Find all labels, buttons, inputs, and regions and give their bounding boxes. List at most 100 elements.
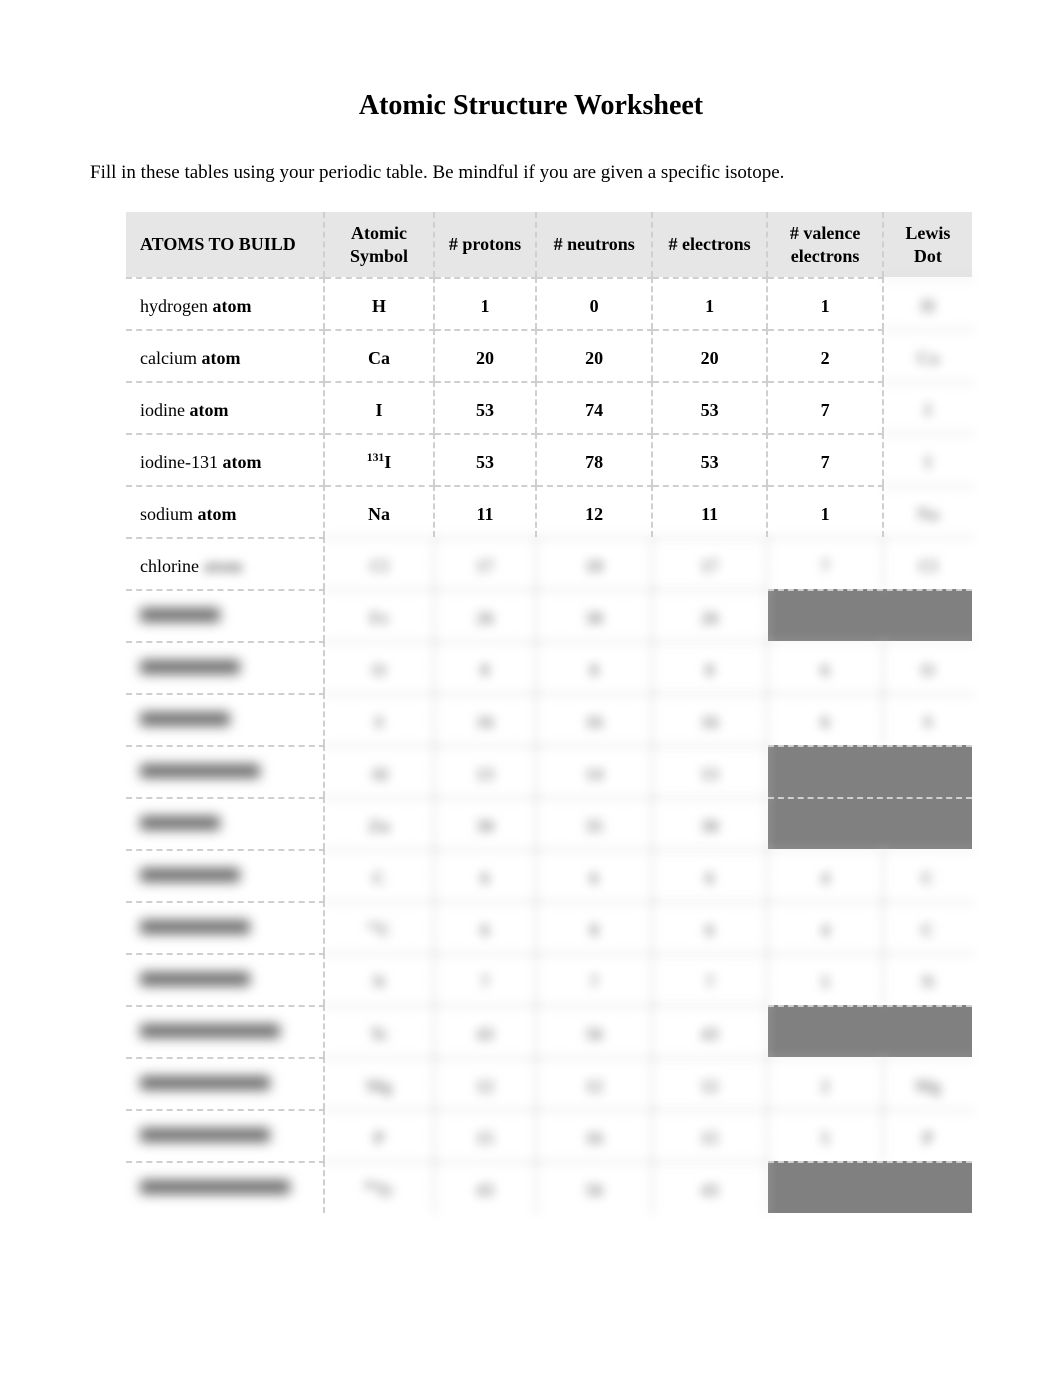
table-row: C6664C (126, 849, 972, 901)
cell-protons: 6 (435, 849, 538, 901)
cell-protons: 6 (435, 901, 538, 953)
cell-atom-name (126, 901, 325, 953)
col-header-symbol: Atomic Symbol (325, 212, 434, 277)
table-row: sodium atomNa1112111Na (126, 485, 972, 537)
table-header-row: ATOMS TO BUILD Atomic Symbol # protons #… (126, 212, 972, 277)
cell-protons: 8 (435, 641, 538, 693)
cell-electrons: 6 (653, 849, 768, 901)
cell-electrons: 17 (653, 537, 768, 589)
cell-lewis: C (884, 901, 972, 953)
table-row: iodine-131 atom131I5378537I (126, 433, 972, 485)
cell-valence: 6 (768, 641, 883, 693)
atom-name-bold: atom (198, 504, 237, 524)
cell-electrons: 20 (653, 329, 768, 381)
cell-electrons: 26 (653, 589, 768, 641)
cell-symbol: 99Tc (325, 1161, 434, 1213)
cell-protons: 12 (435, 1057, 538, 1109)
cell-atom-name: hydrogen atom (126, 277, 325, 329)
cell-electrons: 53 (653, 381, 768, 433)
cell-protons: 16 (435, 693, 538, 745)
cell-neutrons: 16 (537, 693, 652, 745)
atom-name-text: calcium (140, 348, 201, 368)
cell-greyed (768, 745, 972, 797)
table-row: Mg1212122Mg (126, 1057, 972, 1109)
cell-protons: 30 (435, 797, 538, 849)
cell-valence: 4 (768, 901, 883, 953)
table-row: 14C6864C (126, 901, 972, 953)
cell-valence: 1 (768, 485, 883, 537)
cell-symbol: Zn (325, 797, 434, 849)
cell-neutrons: 0 (537, 277, 652, 329)
cell-valence: 2 (768, 329, 883, 381)
cell-protons: 7 (435, 953, 538, 1005)
cell-electrons: 43 (653, 1005, 768, 1057)
cell-lewis: N (884, 953, 972, 1005)
table-row: N7775N (126, 953, 972, 1005)
atom-name-bold: atom (223, 452, 262, 472)
cell-protons: 17 (435, 537, 538, 589)
cell-protons: 13 (435, 745, 538, 797)
cell-greyed (768, 797, 972, 849)
cell-symbol: C (325, 849, 434, 901)
cell-protons: 11 (435, 485, 538, 537)
cell-symbol: I (325, 381, 434, 433)
table-body: hydrogen atomH1011Hcalcium atomCa2020202… (126, 277, 972, 1213)
cell-greyed (768, 1161, 972, 1213)
table-row: O8886O (126, 641, 972, 693)
cell-atom-name (126, 953, 325, 1005)
cell-protons: 53 (435, 433, 538, 485)
cell-neutrons: 56 (537, 1005, 652, 1057)
cell-lewis: Na (884, 485, 972, 537)
cell-atom-name (126, 693, 325, 745)
cell-neutrons: 74 (537, 381, 652, 433)
cell-symbol: Na (325, 485, 434, 537)
cell-valence: 4 (768, 849, 883, 901)
cell-lewis: Cl (884, 537, 972, 589)
table-row: chlorine atomCl1718177Cl (126, 537, 972, 589)
cell-valence: 6 (768, 693, 883, 745)
cell-valence: 7 (768, 433, 883, 485)
col-header-valence: # valence electrons (768, 212, 883, 277)
cell-atom-name (126, 1005, 325, 1057)
cell-atom-name (126, 849, 325, 901)
cell-electrons: 53 (653, 433, 768, 485)
cell-neutrons: 18 (537, 537, 652, 589)
cell-neutrons: 8 (537, 641, 652, 693)
table-row: hydrogen atomH1011H (126, 277, 972, 329)
cell-valence: 5 (768, 1109, 883, 1161)
atom-name-text: chlorine (140, 556, 203, 576)
cell-electrons: 6 (653, 901, 768, 953)
cell-symbol: Ca (325, 329, 434, 381)
instructions-text: Fill in these tables using your periodic… (90, 162, 972, 184)
cell-neutrons: 14 (537, 745, 652, 797)
table-row: iodine atomI5374537I (126, 381, 972, 433)
cell-symbol: S (325, 693, 434, 745)
cell-lewis: O (884, 641, 972, 693)
cell-protons: 15 (435, 1109, 538, 1161)
cell-symbol: H (325, 277, 434, 329)
table-row: Tc435643 (126, 1005, 972, 1057)
atom-name-blurred: atom (203, 556, 242, 577)
cell-atom-name: calcium atom (126, 329, 325, 381)
cell-neutrons: 20 (537, 329, 652, 381)
atom-name-bold: atom (190, 400, 229, 420)
cell-neutrons: 7 (537, 953, 652, 1005)
cell-atom-name (126, 745, 325, 797)
cell-neutrons: 78 (537, 433, 652, 485)
col-header-lewis: Lewis Dot (884, 212, 972, 277)
atom-name-text: iodine (140, 400, 190, 420)
cell-atom-name (126, 1057, 325, 1109)
cell-protons: 26 (435, 589, 538, 641)
cell-electrons: 11 (653, 485, 768, 537)
cell-atom-name (126, 589, 325, 641)
cell-neutrons: 12 (537, 1057, 652, 1109)
cell-symbol: 131I (325, 433, 434, 485)
cell-protons: 20 (435, 329, 538, 381)
cell-protons: 43 (435, 1161, 538, 1213)
table-row: S1616166S (126, 693, 972, 745)
cell-atom-name (126, 641, 325, 693)
cell-symbol: O (325, 641, 434, 693)
cell-symbol: P (325, 1109, 434, 1161)
cell-neutrons: 8 (537, 901, 652, 953)
cell-lewis: Ca (884, 329, 972, 381)
